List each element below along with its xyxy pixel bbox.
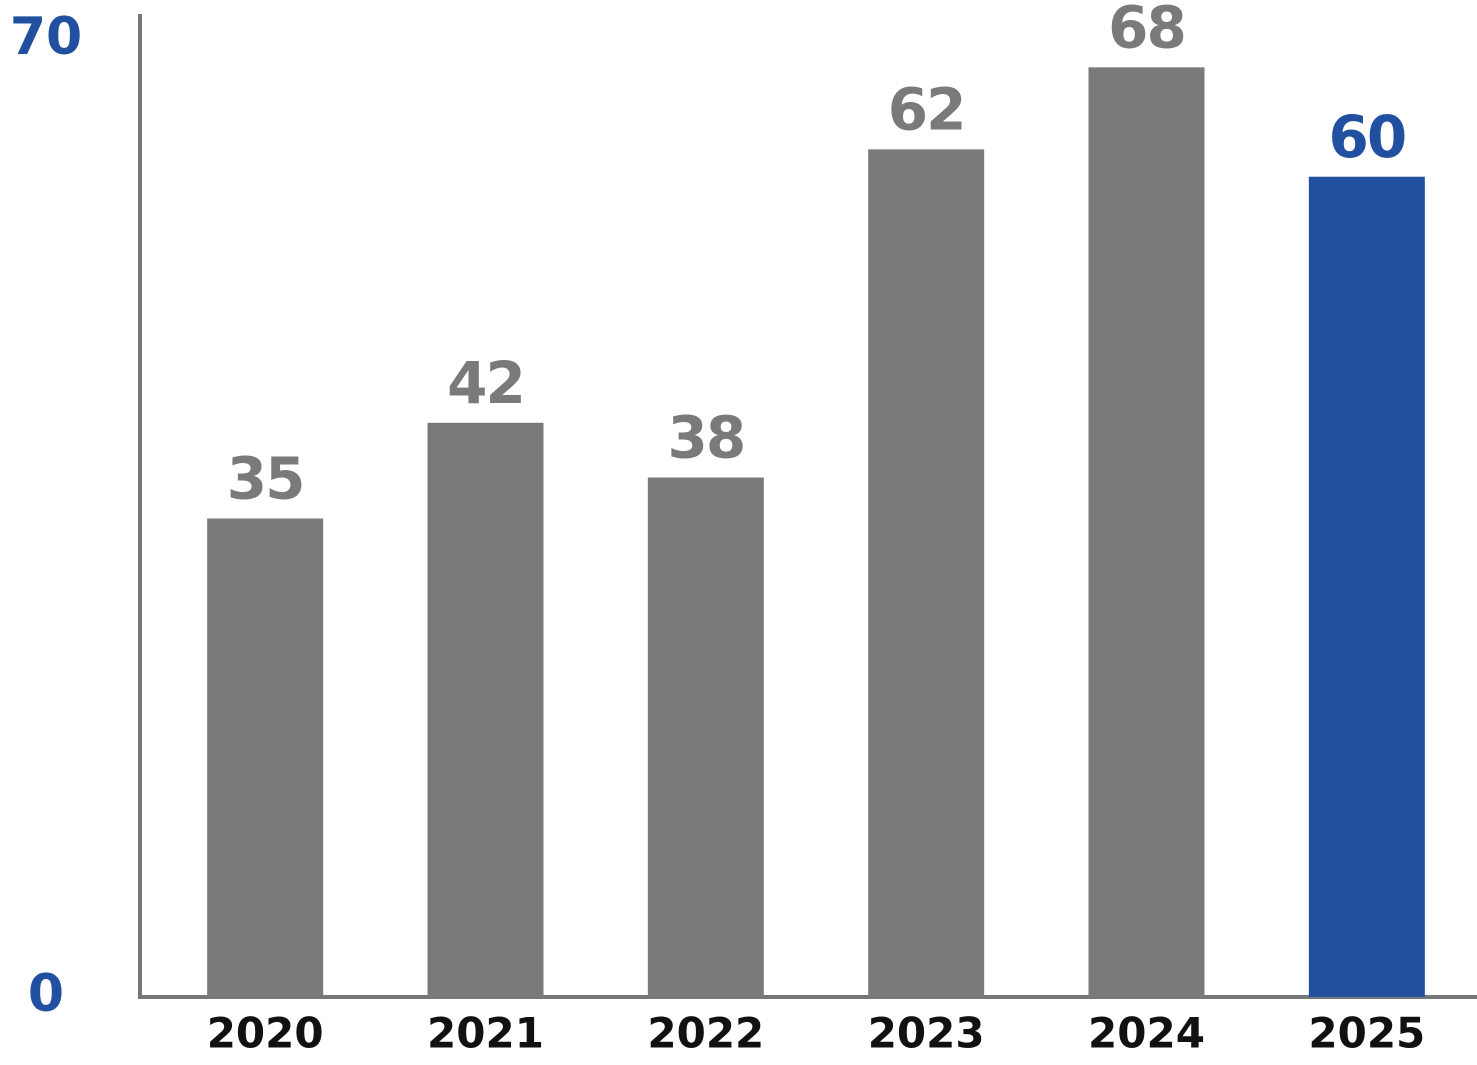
value-label: 62 (888, 75, 965, 143)
x-tick-label: 2025 (1308, 1009, 1425, 1058)
value-label: 35 (227, 445, 304, 513)
bar (427, 422, 544, 997)
x-tick-label: 2024 (1088, 1009, 1205, 1058)
bar (868, 149, 985, 997)
x-tick-label: 2023 (868, 1009, 985, 1058)
value-label: 42 (447, 349, 524, 417)
y-tick-label: 0 (28, 964, 64, 1024)
x-tick-label: 2020 (207, 1009, 324, 1058)
value-label: 38 (667, 404, 744, 472)
value-label: 68 (1108, 0, 1185, 61)
x-tick-label: 2021 (427, 1009, 544, 1058)
x-tick-label: 2022 (647, 1009, 764, 1058)
bar (647, 477, 764, 997)
bar (1088, 67, 1205, 998)
bar (1308, 176, 1425, 997)
value-label: 60 (1328, 103, 1405, 171)
bar (207, 518, 324, 997)
y-tick-label: 70 (10, 7, 82, 67)
